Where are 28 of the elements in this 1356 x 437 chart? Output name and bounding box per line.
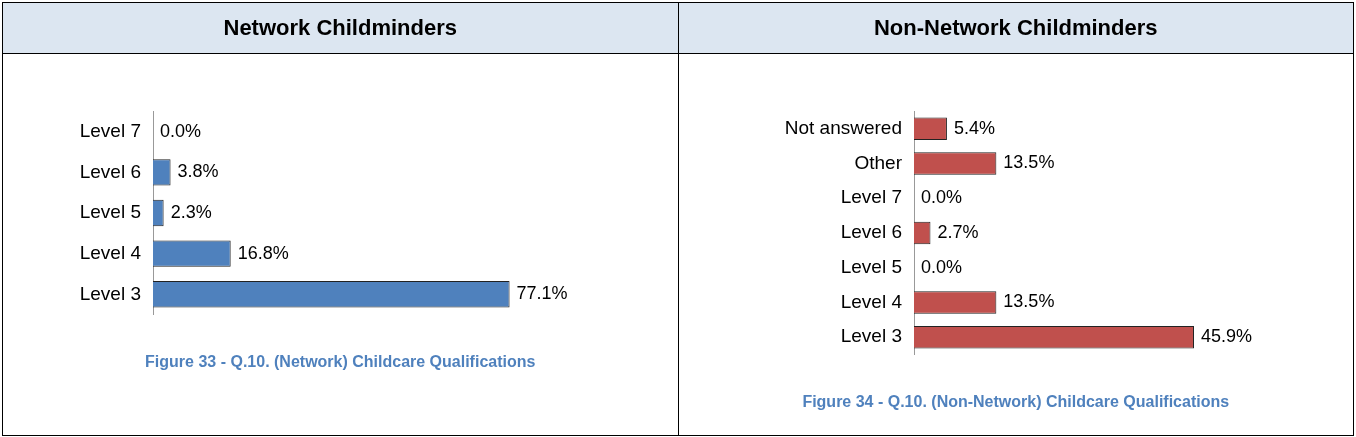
- y-tick-label: Level 6: [79, 160, 141, 182]
- y-tick-label: Level 7: [79, 119, 141, 141]
- y-tick-label: Level 6: [840, 221, 902, 243]
- y-tick-label: Level 3: [79, 282, 141, 304]
- y-tick-label: Not answered: [784, 117, 902, 139]
- y-tick-label: Level 4: [79, 241, 142, 263]
- y-tick-label: Other: [853, 151, 903, 173]
- data-label: 45.9%: [1200, 326, 1252, 347]
- caption: Figure 34 - Q.10. (Non-Network) Childcare Qualifications: [801, 393, 1231, 411]
- data-label: 77.1%: [516, 283, 568, 304]
- chart-title: Network Childminders: [3, 3, 678, 54]
- data-label: 2.7%: [936, 221, 978, 242]
- y-tick-label: Level 4: [840, 290, 902, 312]
- data-label: 3.8%: [177, 161, 219, 182]
- y-tick-label: Level 5: [79, 201, 141, 223]
- data-label: 0.0%: [920, 256, 962, 277]
- data-label: 13.5%: [1002, 152, 1054, 173]
- y-tick-label: Level 3: [840, 325, 902, 347]
- data-label: 13.5%: [1002, 291, 1054, 312]
- y-tick-label: Level 7: [840, 186, 902, 208]
- data-label: 16.8%: [237, 242, 289, 263]
- caption: Figure 33 - Q.10. (Network) Childcare Qualifications: [144, 353, 537, 371]
- data-label: 5.4%: [953, 117, 995, 138]
- data-label: 0.0%: [920, 187, 962, 208]
- chart-title: Non-Network Childminders: [678, 3, 1353, 54]
- data-label: 0.0%: [160, 120, 202, 141]
- y-tick-label: Level 5: [840, 255, 902, 277]
- data-label: 2.3%: [170, 201, 212, 222]
